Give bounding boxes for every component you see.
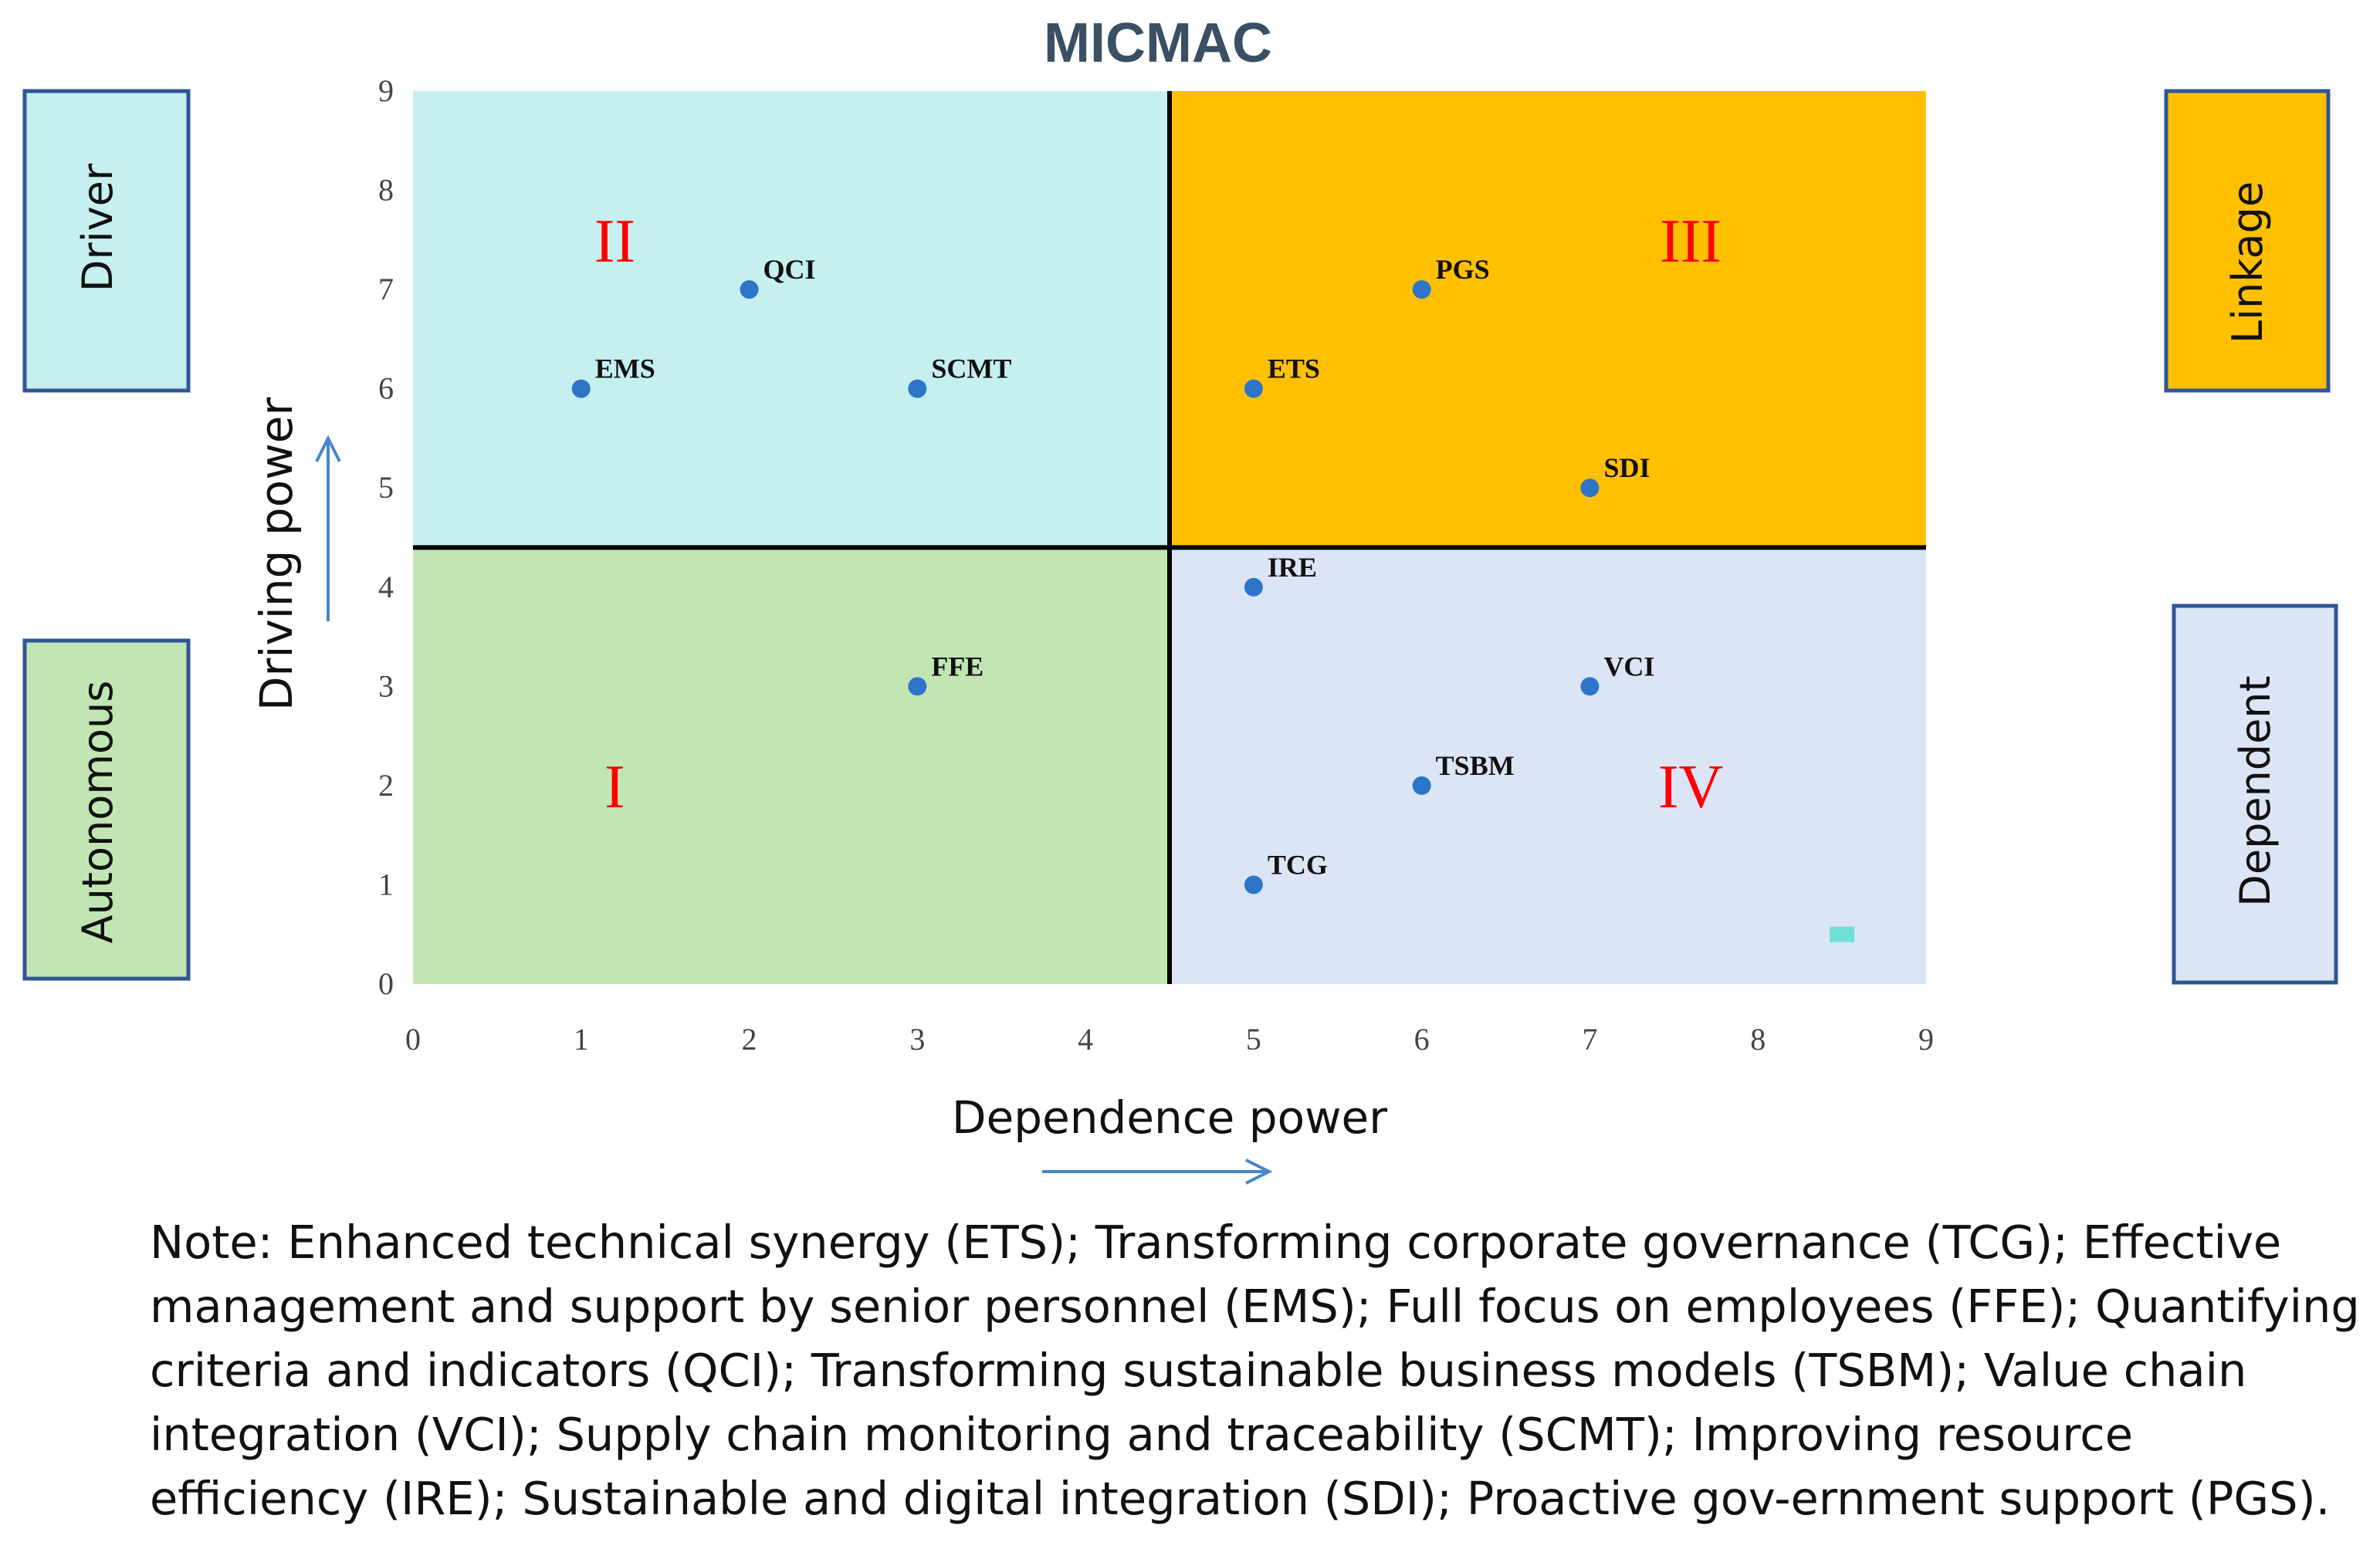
x-tick-label: 2 — [742, 1022, 757, 1057]
y-tick-label: 5 — [378, 470, 394, 505]
y-tick-label: 2 — [378, 768, 394, 803]
x-tick-label: 0 — [405, 1022, 421, 1057]
y-axis-arrow — [315, 435, 341, 621]
y-tick-label: 8 — [378, 173, 394, 208]
driver-label: Driver — [73, 163, 122, 292]
quadrant-layer — [413, 91, 1926, 984]
data-label-qci: QCI — [763, 254, 816, 285]
y-tick-label: 4 — [378, 570, 394, 604]
x-tick-label: 5 — [1246, 1022, 1261, 1057]
data-point-qci — [740, 280, 759, 299]
x-axis-arrow — [1042, 1158, 1273, 1185]
x-tick-label: 1 — [574, 1022, 589, 1057]
quadrant-iv-area — [1170, 547, 1926, 984]
y-tick-label: 1 — [378, 867, 394, 901]
data-point-ems — [571, 379, 591, 398]
quadrant-numeral-ii: II — [594, 208, 635, 276]
y-tick-label: 7 — [378, 272, 394, 306]
quadrant-i-area — [413, 547, 1170, 984]
x-tick-label: 4 — [1078, 1022, 1093, 1057]
linkage-box: Linkage — [2164, 89, 2331, 393]
y-tick-label: 0 — [378, 966, 394, 1001]
data-label-tsbm: TSBM — [1436, 750, 1515, 781]
autonomous-box: Autonomous — [22, 638, 191, 981]
data-point-sdi — [1580, 479, 1600, 498]
data-label-scmt: SCMT — [931, 353, 1011, 384]
data-label-tcg: TCG — [1268, 849, 1328, 880]
data-point-tcg — [1244, 875, 1263, 895]
x-axis-label: Dependence power — [952, 1091, 1387, 1144]
data-point-ets — [1244, 379, 1263, 398]
data-label-sdi: SDI — [1603, 452, 1650, 483]
y-tick-label: 9 — [378, 73, 394, 108]
data-label-ets: ETS — [1268, 353, 1320, 384]
data-point-ffe — [908, 677, 927, 696]
data-label-ffe: FFE — [931, 651, 983, 681]
x-tick-label: 7 — [1582, 1022, 1597, 1057]
chart-title: MICMAC — [1044, 12, 1272, 74]
data-label-vci: VCI — [1603, 651, 1654, 681]
y-tick-label: 3 — [378, 668, 394, 703]
data-points: QCI EMS SCMT PGS ETS SDI IRE FFE VCI TSBM TCG — [571, 254, 1855, 942]
driver-box: Driver — [22, 89, 191, 393]
y-axis-label: Driving power — [250, 397, 303, 711]
x-axis-ticks: 0 1 2 3 4 5 6 7 8 9 — [405, 1022, 1934, 1057]
x-tick-label: 6 — [1414, 1022, 1430, 1057]
x-tick-label: 8 — [1750, 1022, 1766, 1057]
quadrant-numeral-iii: III — [1660, 208, 1722, 276]
dependent-label: Dependent — [2231, 675, 2280, 906]
quadrant-iii-area — [1170, 91, 1926, 548]
data-point-pgs — [1412, 280, 1431, 299]
data-point-ire — [1244, 577, 1263, 597]
data-label-ems: EMS — [595, 353, 655, 384]
data-point-scmt — [908, 379, 927, 398]
quadrant-ii-area — [413, 91, 1170, 548]
autonomous-label: Autonomous — [73, 681, 122, 944]
quadrant-numeral-iv: IV — [1658, 753, 1723, 821]
y-tick-label: 6 — [378, 371, 394, 406]
data-point-tsbm — [1412, 776, 1431, 795]
data-point-vci — [1580, 677, 1600, 696]
data-label-ire: IRE — [1268, 552, 1317, 583]
y-axis-ticks: 0 1 2 3 4 5 6 7 8 9 — [378, 73, 394, 1001]
x-tick-label: 9 — [1918, 1022, 1934, 1057]
quadrant-numeral-i: I — [604, 753, 625, 821]
legend-marker — [1830, 926, 1855, 942]
dependent-box: Dependent — [2172, 604, 2338, 985]
note-text: Note: Enhanced technical synergy (ETS); … — [150, 1216, 2360, 1525]
data-label-pgs: PGS — [1436, 254, 1490, 285]
linkage-label: Linkage — [2223, 181, 2272, 343]
x-tick-label: 3 — [909, 1022, 925, 1057]
